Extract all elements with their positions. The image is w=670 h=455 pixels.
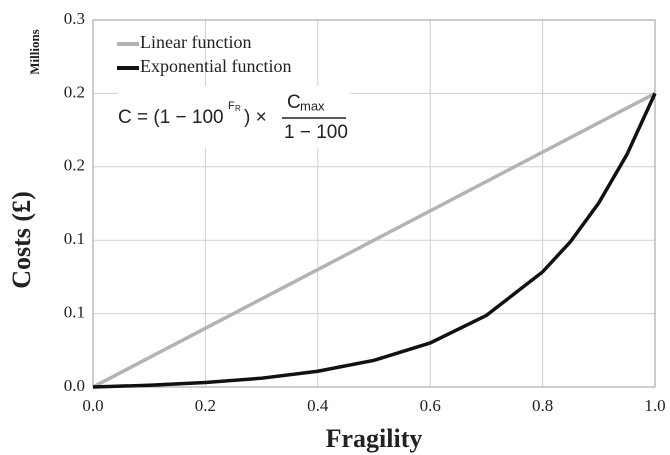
x-tick-label: 0.0 xyxy=(82,396,103,415)
y-axis-title: Costs (£) xyxy=(7,191,36,289)
formula: C = (1 − 100 F R ) × C max 1 − 100 xyxy=(118,86,350,148)
y-tick-label: 0.0 xyxy=(64,376,85,395)
plot-frame xyxy=(92,19,656,388)
formula-numerator-sub: max xyxy=(300,98,325,113)
y-tick-label: 0.2 xyxy=(64,156,85,175)
y-unit: Millions xyxy=(27,29,42,75)
x-tick-label: 0.8 xyxy=(532,396,553,415)
legend-label: Linear function xyxy=(140,32,251,52)
formula-bg xyxy=(118,86,350,148)
y-tick-label: 0.1 xyxy=(64,229,85,248)
formula-times: ) × xyxy=(244,107,267,128)
x-axis-title: Fragility xyxy=(326,424,423,453)
x-tick-label: 0.2 xyxy=(195,396,216,415)
x-tick-label: 0.6 xyxy=(420,396,441,415)
x-tick-label: 0.4 xyxy=(307,396,329,415)
line-series xyxy=(92,92,657,389)
formula-denominator: 1 − 100 xyxy=(284,122,348,143)
line-series xyxy=(92,91,656,389)
x-tick-label: 1.0 xyxy=(644,396,665,415)
y-tick-label: 0.2 xyxy=(64,82,85,101)
formula-numerator: C xyxy=(287,92,301,113)
y-tick-label: 0.1 xyxy=(64,303,85,322)
formula-left: C = (1 − 100 xyxy=(118,107,224,128)
y-tick-label: 0.3 xyxy=(64,9,85,28)
legend-label: Exponential function xyxy=(140,56,291,76)
formula-exponent: F xyxy=(228,100,235,112)
formula-exponent-sub: R xyxy=(235,104,241,113)
